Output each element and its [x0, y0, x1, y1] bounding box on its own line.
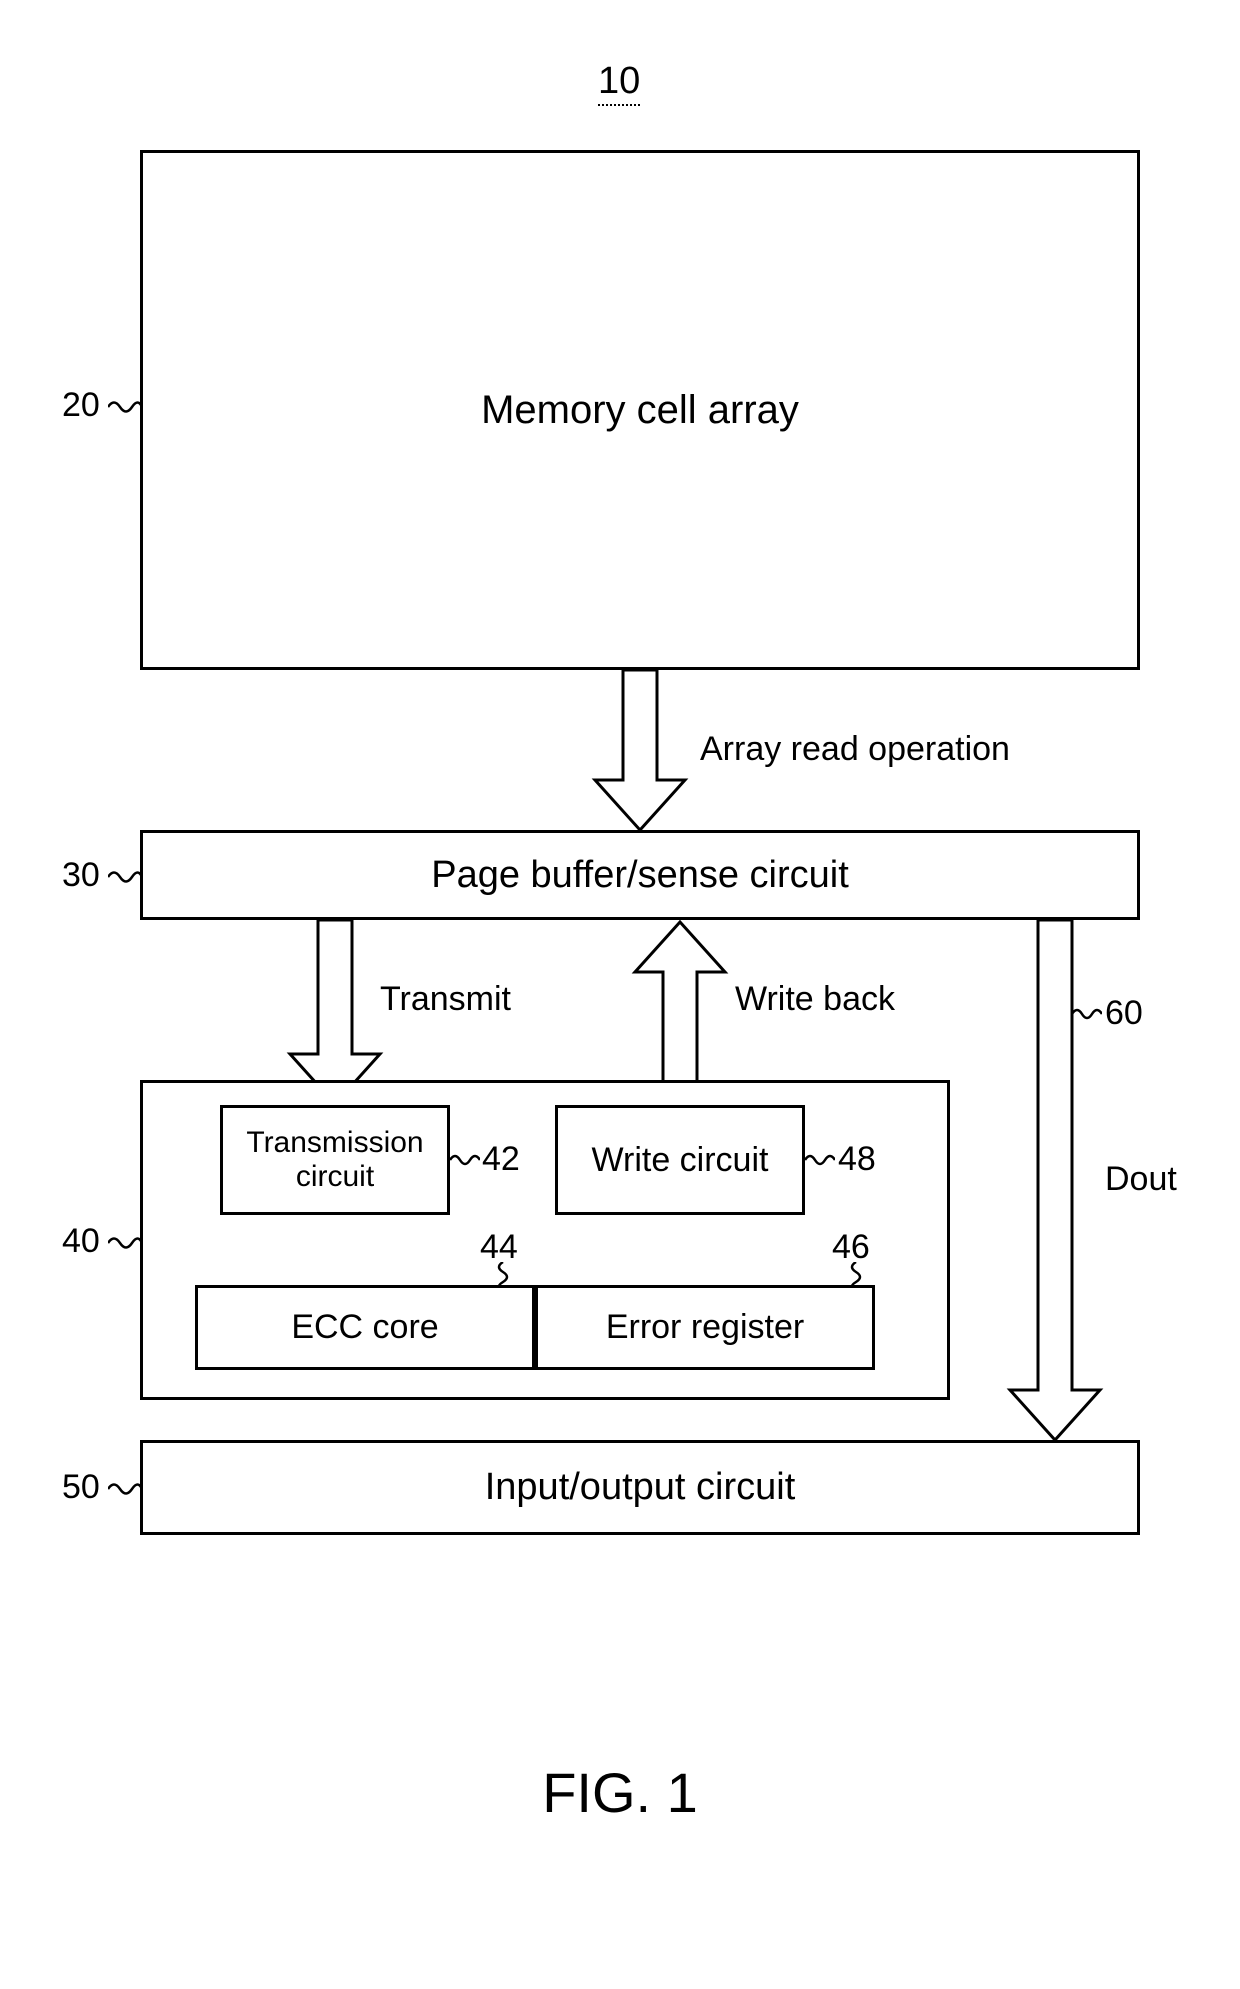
- ref-label-46: 46: [832, 1228, 870, 1267]
- node-label: Write circuit: [592, 1141, 769, 1180]
- arrow-array-read: [595, 670, 685, 832]
- node-write-circuit: Write circuit: [555, 1105, 805, 1215]
- ref-label-44: 44: [480, 1228, 518, 1267]
- node-label: Page buffer/sense circuit: [431, 854, 849, 897]
- ref-label-50: 50: [62, 1468, 100, 1507]
- node-label: Error register: [606, 1308, 804, 1347]
- ref-label-30: 30: [62, 856, 100, 895]
- edge-label-write-back: Write back: [735, 980, 895, 1019]
- node-ecc-core: ECC core: [195, 1285, 535, 1370]
- leader-squiggle: [108, 398, 142, 416]
- leader-squiggle: [108, 1234, 142, 1252]
- figure-number: 10: [598, 60, 640, 103]
- node-memory-cell-array: Memory cell array: [140, 150, 1140, 670]
- ref-label-48: 48: [838, 1140, 876, 1179]
- node-label: ECC core: [291, 1308, 438, 1347]
- ref-label-60: 60: [1105, 994, 1143, 1033]
- ref-label-40: 40: [62, 1222, 100, 1261]
- node-transmission-circuit: Transmission circuit: [220, 1105, 450, 1215]
- node-page-buffer: Page buffer/sense circuit: [140, 830, 1140, 920]
- ref-label-20: 20: [62, 386, 100, 425]
- figure-caption: FIG. 1: [0, 1760, 1240, 1825]
- node-label: Transmission circuit: [246, 1126, 423, 1195]
- leader-squiggle: [805, 1152, 835, 1168]
- ref-label-42: 42: [482, 1140, 520, 1179]
- node-label: Input/output circuit: [485, 1466, 796, 1509]
- edge-label-array-read: Array read operation: [700, 730, 1010, 769]
- edge-label-dout: Dout: [1105, 1160, 1177, 1199]
- leader-squiggle: [1072, 1006, 1102, 1022]
- leader-squiggle: [108, 868, 142, 886]
- leader-squiggle: [108, 1480, 142, 1498]
- arrow-write-back: [635, 920, 725, 1106]
- arrow-transmit: [290, 920, 380, 1106]
- diagram-canvas: 10 Memory cell array 20 Array read opera…: [0, 0, 1240, 1989]
- node-io-circuit: Input/output circuit: [140, 1440, 1140, 1535]
- node-error-register: Error register: [535, 1285, 875, 1370]
- edge-label-transmit: Transmit: [380, 980, 511, 1019]
- node-label: Memory cell array: [481, 388, 799, 433]
- arrow-dout: [1010, 920, 1100, 1442]
- leader-squiggle: [450, 1152, 480, 1168]
